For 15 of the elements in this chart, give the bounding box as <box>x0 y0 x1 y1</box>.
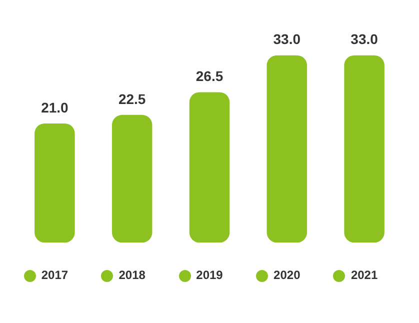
x-tick-label: 2019 <box>196 268 224 282</box>
data-label: 21.0 <box>41 99 69 116</box>
bar <box>112 114 152 243</box>
bar <box>266 55 308 243</box>
data-label: 33.0 <box>350 31 378 48</box>
data-label: 22.5 <box>118 90 146 107</box>
x-tick-label: 2020 <box>274 268 301 282</box>
bar <box>189 92 230 243</box>
data-label: 33.0 <box>273 31 301 48</box>
x-tick-label: 2018 <box>118 268 146 282</box>
x-tick-label: 2017 <box>41 268 68 282</box>
bar <box>344 55 384 243</box>
data-label: 26.5 <box>196 68 224 84</box>
bar <box>34 123 75 243</box>
x-tick-label: 2021 <box>350 268 378 282</box>
